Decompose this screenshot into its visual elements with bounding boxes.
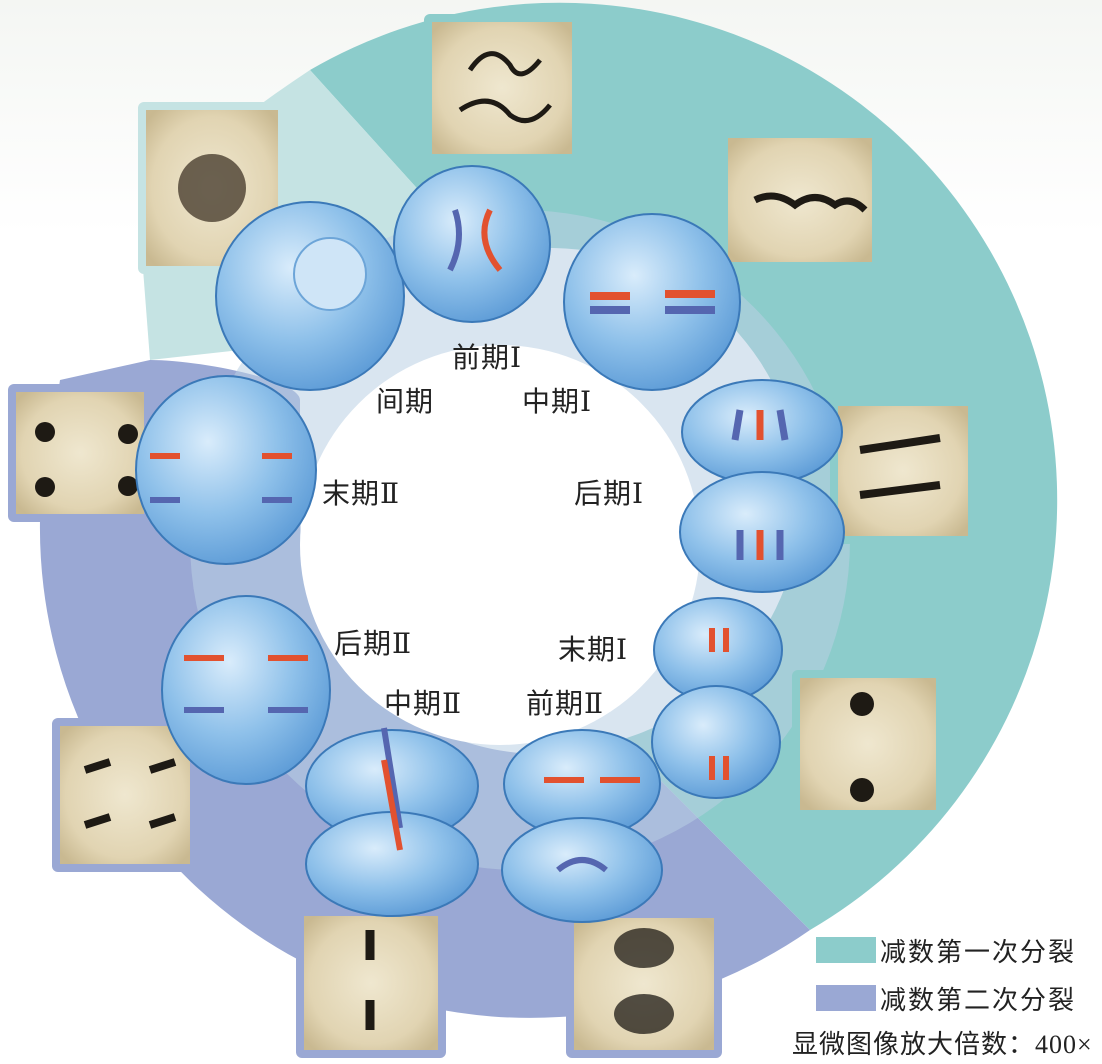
label-interphase: 间期: [376, 387, 435, 418]
label-metaphase1: 中期Ⅰ: [522, 387, 593, 418]
legend-meiosis2: 减数第二次分裂: [816, 980, 1086, 1016]
cells: [135, 165, 845, 923]
legend-swatch-meiosis1: [816, 937, 876, 963]
magnification-note: 显微图像放大倍数：400×: [792, 1030, 1093, 1059]
micrograph-anaphase1: [830, 398, 976, 544]
ring-center: [300, 345, 700, 745]
micrograph-anaphase2: [52, 718, 198, 872]
legend-label-meiosis1: 减数第一次分裂: [880, 937, 1077, 967]
cell-telophase1: [651, 597, 783, 799]
label-telophase2: 末期Ⅱ: [322, 479, 401, 510]
micrograph-metaphase1: [720, 130, 880, 270]
label-metaphase2: 中期Ⅱ: [384, 689, 463, 720]
legend-meiosis1: 减数第一次分裂: [816, 932, 1086, 968]
label-prophase2: 前期Ⅱ: [526, 689, 605, 720]
cell-prophase1: [393, 165, 551, 323]
cell-anaphase2: [161, 595, 331, 785]
micrograph-telophase2: [8, 384, 152, 522]
cell-metaphase2: [305, 727, 479, 917]
legend-label-meiosis2: 减数第二次分裂: [880, 985, 1077, 1015]
label-anaphase2: 后期Ⅱ: [334, 629, 413, 660]
micrograph-telophase1: [792, 670, 944, 818]
cell-anaphase1: [679, 379, 845, 593]
micrograph-prophase2: [566, 910, 722, 1058]
label-prophase1: 前期Ⅰ: [452, 343, 523, 374]
label-telophase1: 末期Ⅰ: [558, 635, 629, 666]
micrograph-metaphase2: [296, 908, 446, 1058]
cell-metaphase1: [563, 213, 741, 391]
micrographs: [8, 14, 976, 1058]
label-anaphase1: 后期Ⅰ: [574, 479, 645, 510]
cell-prophase2: [501, 729, 663, 923]
cell-interphase: [215, 201, 405, 391]
micrograph-prophase1: [424, 14, 580, 160]
cell-telophase2: [135, 375, 317, 565]
legend-swatch-meiosis2: [816, 985, 876, 1011]
